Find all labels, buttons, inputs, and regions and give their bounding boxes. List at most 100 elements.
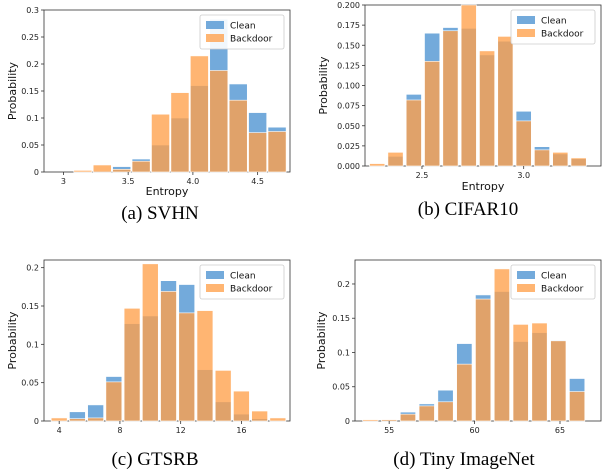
svhn-legend: Clean Backdoor xyxy=(199,14,285,50)
svhn-legend-label-backdoor: Backdoor xyxy=(230,35,273,45)
cifar10-ytick-label-8: 0.200 xyxy=(337,1,360,10)
tiny-imagenet-legend-swatch-backdoor xyxy=(517,284,535,292)
cifar10-xtick-label-1: 3.0 xyxy=(517,171,530,180)
caption-svhn: (a) SVHN xyxy=(121,203,199,224)
gtsrb-bar-backdoor-7 xyxy=(178,312,196,422)
gtsrb-xtick-label-3: 16 xyxy=(236,426,246,435)
tiny-imagenet-bar-backdoor-11 xyxy=(569,391,586,422)
gtsrb-legend: Clean Backdoor xyxy=(199,264,285,300)
tiny-imagenet-ytick-label-1: 0.05 xyxy=(332,383,350,392)
svhn-ytick-label-3: 0.15 xyxy=(21,87,39,96)
svhn-x-axis-label: Entropy xyxy=(146,185,189,198)
svhn-bar-backdoor-0 xyxy=(73,170,93,173)
tiny-imagenet-ytick-label-4: 0.2 xyxy=(337,280,350,289)
tiny-imagenet-bar-backdoor-2 xyxy=(399,413,416,422)
cifar10-legend: Clean Backdoor xyxy=(510,9,596,45)
chart-gtsrb-plot: 0 0.05 0.1 0.15 0.2 4 8 12 16 Probability Clean Bac… xyxy=(6,259,291,435)
tiny-imagenet-bar-backdoor-6 xyxy=(475,298,492,422)
gtsrb-legend-swatch-backdoor xyxy=(206,284,224,292)
svhn-bar-backdoor-8 xyxy=(228,99,248,173)
gtsrb-xtick-label-2: 12 xyxy=(176,426,186,435)
cifar10-bar-backdoor-5 xyxy=(460,4,477,167)
cifar10-bar-backdoor-10 xyxy=(552,152,569,167)
svhn-ytick-label-1: 0.05 xyxy=(21,141,39,150)
cifar10-legend-swatch-backdoor xyxy=(517,29,535,37)
svhn-bar-backdoor-10 xyxy=(267,131,287,173)
svhn-legend-label-clean: Clean xyxy=(230,22,256,32)
gtsrb-ytick-label-2: 0.1 xyxy=(26,340,39,349)
tiny-imagenet-series-backdoor xyxy=(362,268,586,422)
cifar10-bar-backdoor-3 xyxy=(424,61,441,167)
gtsrb-legend-label-backdoor: Backdoor xyxy=(230,285,273,295)
tiny-imagenet-bar-backdoor-1 xyxy=(381,419,398,422)
svhn-bar-backdoor-4 xyxy=(151,113,170,173)
chart-cifar10: 0.000 0.025 0.050 0.075 0.100 0.125 0.150 0.175… xyxy=(305,0,607,235)
tiny-imagenet-legend-swatch-clean xyxy=(517,271,535,279)
cifar10-series-backdoor xyxy=(369,4,587,167)
gtsrb-bar-backdoor-12 xyxy=(269,417,287,422)
svhn-bar-backdoor-7 xyxy=(209,70,229,173)
cifar10-ytick-label-1: 0.025 xyxy=(337,142,360,151)
svhn-ytick-label-6: 0.3 xyxy=(26,6,39,15)
tiny-imagenet-bar-backdoor-3 xyxy=(418,405,435,422)
gtsrb-legend-label-clean: Clean xyxy=(230,272,256,282)
cifar10-bar-backdoor-1 xyxy=(387,152,404,167)
gtsrb-xtick-label-0: 4 xyxy=(57,426,62,435)
chart-cifar10-plot: 0.000 0.025 0.050 0.075 0.100 0.125 0.150 0.175… xyxy=(317,1,602,193)
tiny-imagenet-bar-backdoor-9 xyxy=(531,322,548,422)
cifar10-bar-backdoor-7 xyxy=(497,36,514,167)
tiny-imagenet-legend-label-backdoor: Backdoor xyxy=(541,285,584,295)
caption-tiny-imagenet: (d) Tiny ImageNet xyxy=(393,449,535,470)
svhn-bar-backdoor-5 xyxy=(170,92,190,173)
cifar10-ytick-label-6: 0.150 xyxy=(337,41,360,50)
gtsrb-bar-backdoor-5 xyxy=(142,263,159,422)
cifar10-bar-backdoor-6 xyxy=(479,50,495,167)
chart-tiny-imagenet-plot: 0 0.05 0.1 0.15 0.2 55 60 65 Probability Clean Bac… xyxy=(315,259,602,435)
caption-cifar10: (b) CIFAR10 xyxy=(417,199,519,220)
svhn-xtick-label-3: 4.5 xyxy=(251,177,264,186)
svhn-ytick-label-5: 0.25 xyxy=(21,33,39,42)
svhn-legend-swatch-backdoor xyxy=(206,34,224,42)
gtsrb-bar-backdoor-1 xyxy=(69,418,86,422)
cifar10-ytick-label-5: 0.125 xyxy=(337,61,360,70)
gtsrb-bar-backdoor-2 xyxy=(87,417,104,422)
tiny-imagenet-bar-backdoor-10 xyxy=(550,340,567,422)
tiny-imagenet-bar-backdoor-5 xyxy=(456,363,473,422)
gtsrb-ytick-label-4: 0.2 xyxy=(26,264,39,273)
tiny-imagenet-bar-backdoor-4 xyxy=(437,401,454,422)
svhn-bar-backdoor-3 xyxy=(131,160,151,173)
svhn-bar-backdoor-9 xyxy=(248,132,267,173)
tiny-imagenet-bar-backdoor-7 xyxy=(493,268,510,422)
tiny-imagenet-xtick-label-0: 55 xyxy=(384,426,394,435)
chart-svhn: 0 0.05 0.1 0.15 0.2 0.25 0.3 3 3.5 4.0 4.5 Entropy P… xyxy=(0,0,300,235)
cifar10-ytick-label-3: 0.075 xyxy=(337,102,360,111)
gtsrb-ytick-label-1: 0.05 xyxy=(21,379,39,388)
cifar10-y-axis-label: Probability xyxy=(317,56,330,115)
svhn-ytick-label-0: 0 xyxy=(34,168,39,177)
cifar10-legend-swatch-clean xyxy=(517,16,535,24)
tiny-imagenet-bar-backdoor-0 xyxy=(362,419,379,422)
svhn-ytick-label-2: 0.1 xyxy=(26,114,39,123)
cifar10-legend-label-backdoor: Backdoor xyxy=(541,30,584,40)
cifar10-bar-backdoor-8 xyxy=(515,120,532,167)
gtsrb-y-axis-label: Probability xyxy=(6,311,19,370)
cifar10-bar-backdoor-4 xyxy=(442,30,459,167)
caption-gtsrb: (c) GTSRB xyxy=(111,449,199,470)
cifar10-ytick-label-7: 0.175 xyxy=(337,21,360,30)
gtsrb-ytick-label-3: 0.15 xyxy=(21,302,39,311)
svhn-bar-backdoor-2 xyxy=(112,169,132,173)
tiny-imagenet-ytick-label-2: 0.1 xyxy=(337,348,350,357)
tiny-imagenet-xtick-label-1: 60 xyxy=(469,426,479,435)
svhn-y-axis-label: Probability xyxy=(6,61,19,120)
cifar10-ytick-label-4: 0.100 xyxy=(337,82,360,91)
cifar10-bar-backdoor-0 xyxy=(369,163,386,167)
cifar10-x-axis-label: Entropy xyxy=(462,180,505,193)
gtsrb-bar-backdoor-3 xyxy=(105,381,123,422)
cifar10-xtick-label-0: 2.5 xyxy=(416,171,429,180)
cifar10-bar-backdoor-11 xyxy=(570,157,587,167)
gtsrb-xtick-label-1: 8 xyxy=(117,426,122,435)
tiny-imagenet-legend-label-clean: Clean xyxy=(541,272,567,282)
cifar10-legend-label-clean: Clean xyxy=(541,17,567,27)
svhn-bar-backdoor-6 xyxy=(190,55,209,173)
gtsrb-bar-backdoor-10 xyxy=(233,390,250,422)
